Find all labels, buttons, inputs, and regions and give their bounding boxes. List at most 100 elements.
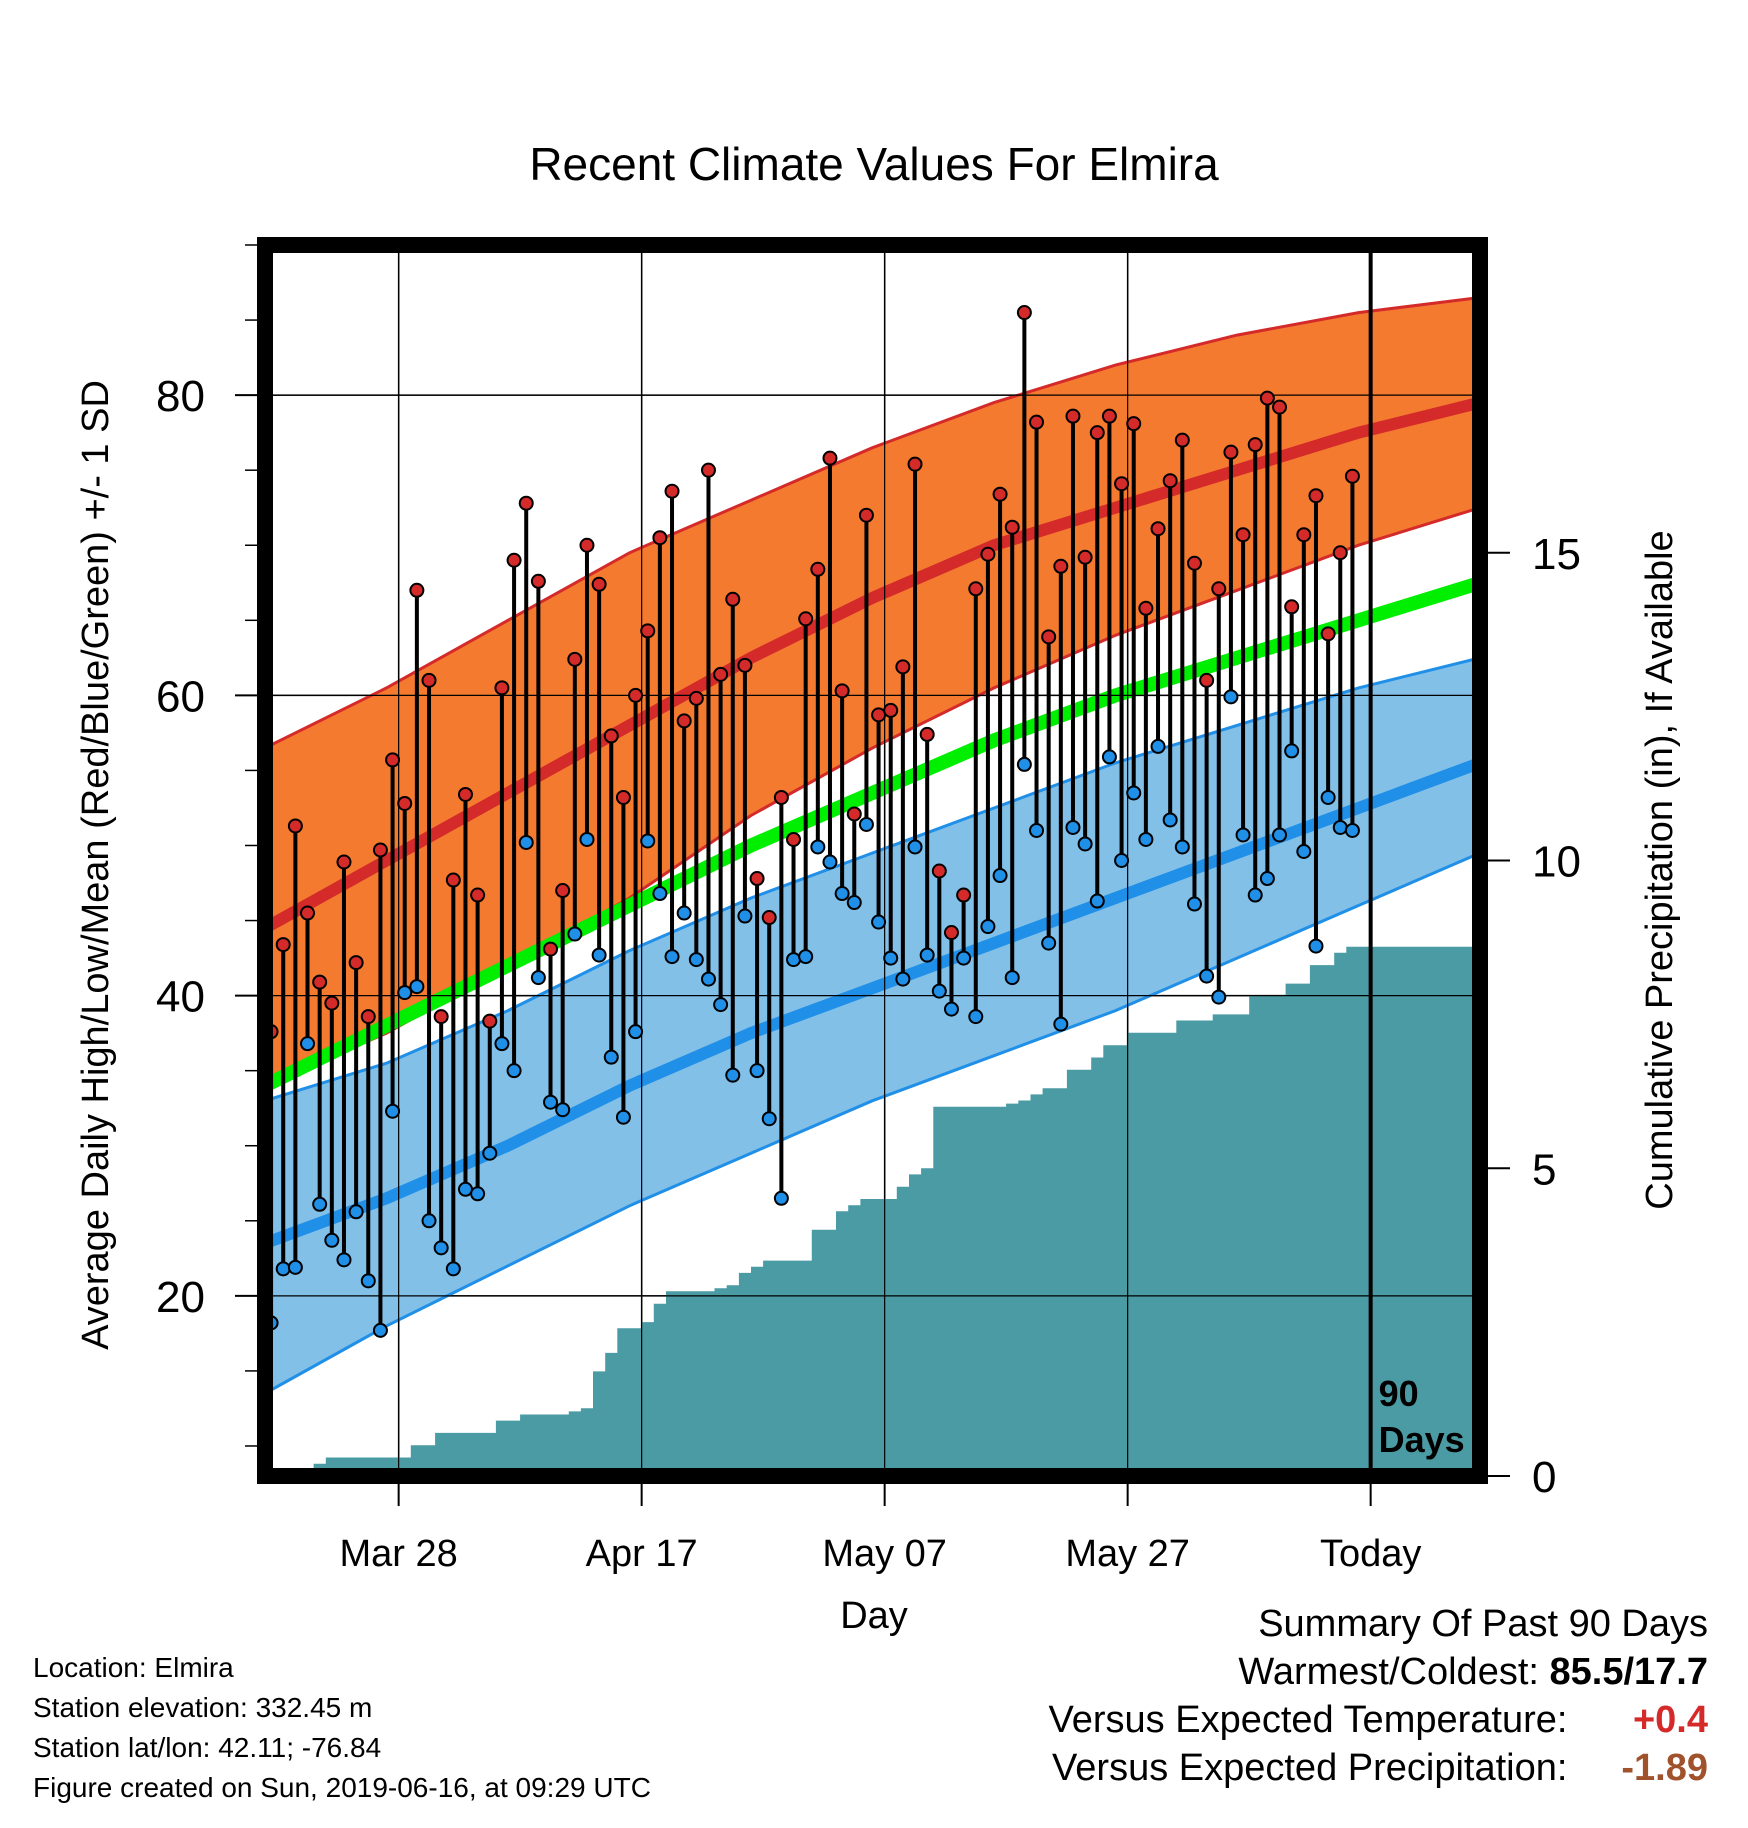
daily-high-point [1320,626,1336,642]
daily-high-point [688,690,704,706]
daily-low-point [1272,827,1288,843]
daily-low-point [834,886,850,902]
daily-low-point [1138,831,1154,847]
daily-high-point [1114,476,1130,492]
daily-high-point [919,726,935,742]
daily-low-point [1211,989,1227,1005]
chart-title: Recent Climate Values For Elmira [529,138,1219,190]
daily-low-point [591,947,607,963]
low-band-upper-edge [265,656,1480,1103]
daily-high-point [506,552,522,568]
y-left-tick-label: 20 [156,1273,205,1322]
x-tick-label: May 27 [1065,1533,1190,1575]
daily-low-point [1344,822,1360,838]
daily-low-point [1114,853,1130,868]
summary-warm-cold-value: 85.5/17.7 [1549,1651,1708,1693]
daily-high-point [1186,555,1202,571]
daily-low-point [798,949,814,965]
daily-low-point [312,1196,328,1212]
daily-low-point [737,908,753,924]
info-location: Location: Elmira [33,1652,234,1683]
daily-low-point [1259,871,1275,887]
daily-low-point [1150,738,1166,754]
daily-low-point [1089,893,1105,909]
daily-high-point [749,871,765,887]
daily-high-point [822,450,838,466]
daily-high-point [1126,416,1142,432]
x-tick-label: Apr 17 [586,1533,698,1575]
daily-high-point [1211,581,1227,597]
daily-low-point [664,949,680,965]
daily-low-point [931,983,947,999]
daily-high-point [470,887,486,903]
daily-high-point [810,561,826,577]
daily-low-point [275,1261,291,1277]
daily-low-point [919,947,935,963]
daily-low-point [1296,843,1312,859]
daily-high-point [700,462,716,478]
daily-high-point [1053,558,1069,574]
daily-high-point [1016,305,1032,321]
daily-high-point [579,537,595,553]
daily-high-point [1259,390,1275,406]
daily-high-point [348,955,364,971]
plot-interior [265,245,1480,1476]
summary-panel: Summary Of Past 90 Days Warmest/Coldest:… [1049,1600,1708,1792]
summary-precip: Versus Expected Precipitation: -1.89 [1049,1744,1708,1792]
daily-high-point [640,623,656,639]
daily-low-point [773,1190,789,1206]
daily-low-point [287,1259,303,1275]
daily-high-point [1223,444,1239,460]
daily-low-point [883,950,899,966]
daily-high-point [1284,599,1300,615]
daily-high-point [713,666,729,682]
daily-low-point [1126,785,1142,801]
daily-high-point [1308,488,1324,504]
daily-low-point [567,926,583,942]
daily-low-point [992,868,1008,884]
summary-warm-cold: Warmest/Coldest: 85.5/17.7 [1049,1648,1708,1696]
daily-high-point [409,582,425,598]
daily-high-point [956,887,972,903]
daily-low-point [1101,749,1117,765]
daily-high-point [883,702,899,718]
daily-low-point [1053,1016,1069,1032]
today-days-count: 90 [1379,1373,1419,1414]
daily-low-point [1004,970,1020,986]
daily-high-point [931,863,947,879]
daily-high-point [312,974,328,990]
daily-high-point [1235,527,1251,543]
daily-low-point [980,919,996,935]
summary-temp-label: Versus Expected Temperature: [1048,1699,1568,1741]
daily-low-point [494,1036,510,1052]
daily-high-point [980,546,996,562]
daily-high-point [603,728,619,744]
daily-high-point [1138,600,1154,616]
info-latlon: Station lat/lon: 42.11; -76.84 [33,1732,382,1763]
daily-low-point [1284,743,1300,759]
daily-high-point [846,806,862,822]
daily-low-point [482,1145,498,1161]
daily-low-point [1041,935,1057,951]
daily-high-point [336,854,352,870]
daily-high-point [421,672,437,688]
daily-low-point [676,905,692,921]
daily-low-point [421,1213,437,1229]
daily-low-point [628,1024,644,1040]
daily-high-point [992,486,1008,502]
daily-low-point [1162,812,1178,828]
daily-low-point [1065,819,1081,835]
y-right-tick-label: 5 [1532,1145,1556,1194]
daily-low-point [372,1322,388,1338]
daily-high-point [652,530,668,546]
daily-high-point [1296,527,1312,543]
daily-high-point [591,576,607,592]
summary-precip-label: Versus Expected Precipitation: [1052,1747,1568,1789]
daily-high-point [494,680,510,696]
daily-low-point [1077,836,1093,852]
daily-high-point [445,872,461,888]
daily-low-point [518,834,534,850]
daily-low-point [300,1036,316,1052]
x-tick-label: Today [1320,1533,1421,1575]
info-elevation: Station elevation: 332.45 m [33,1692,373,1723]
